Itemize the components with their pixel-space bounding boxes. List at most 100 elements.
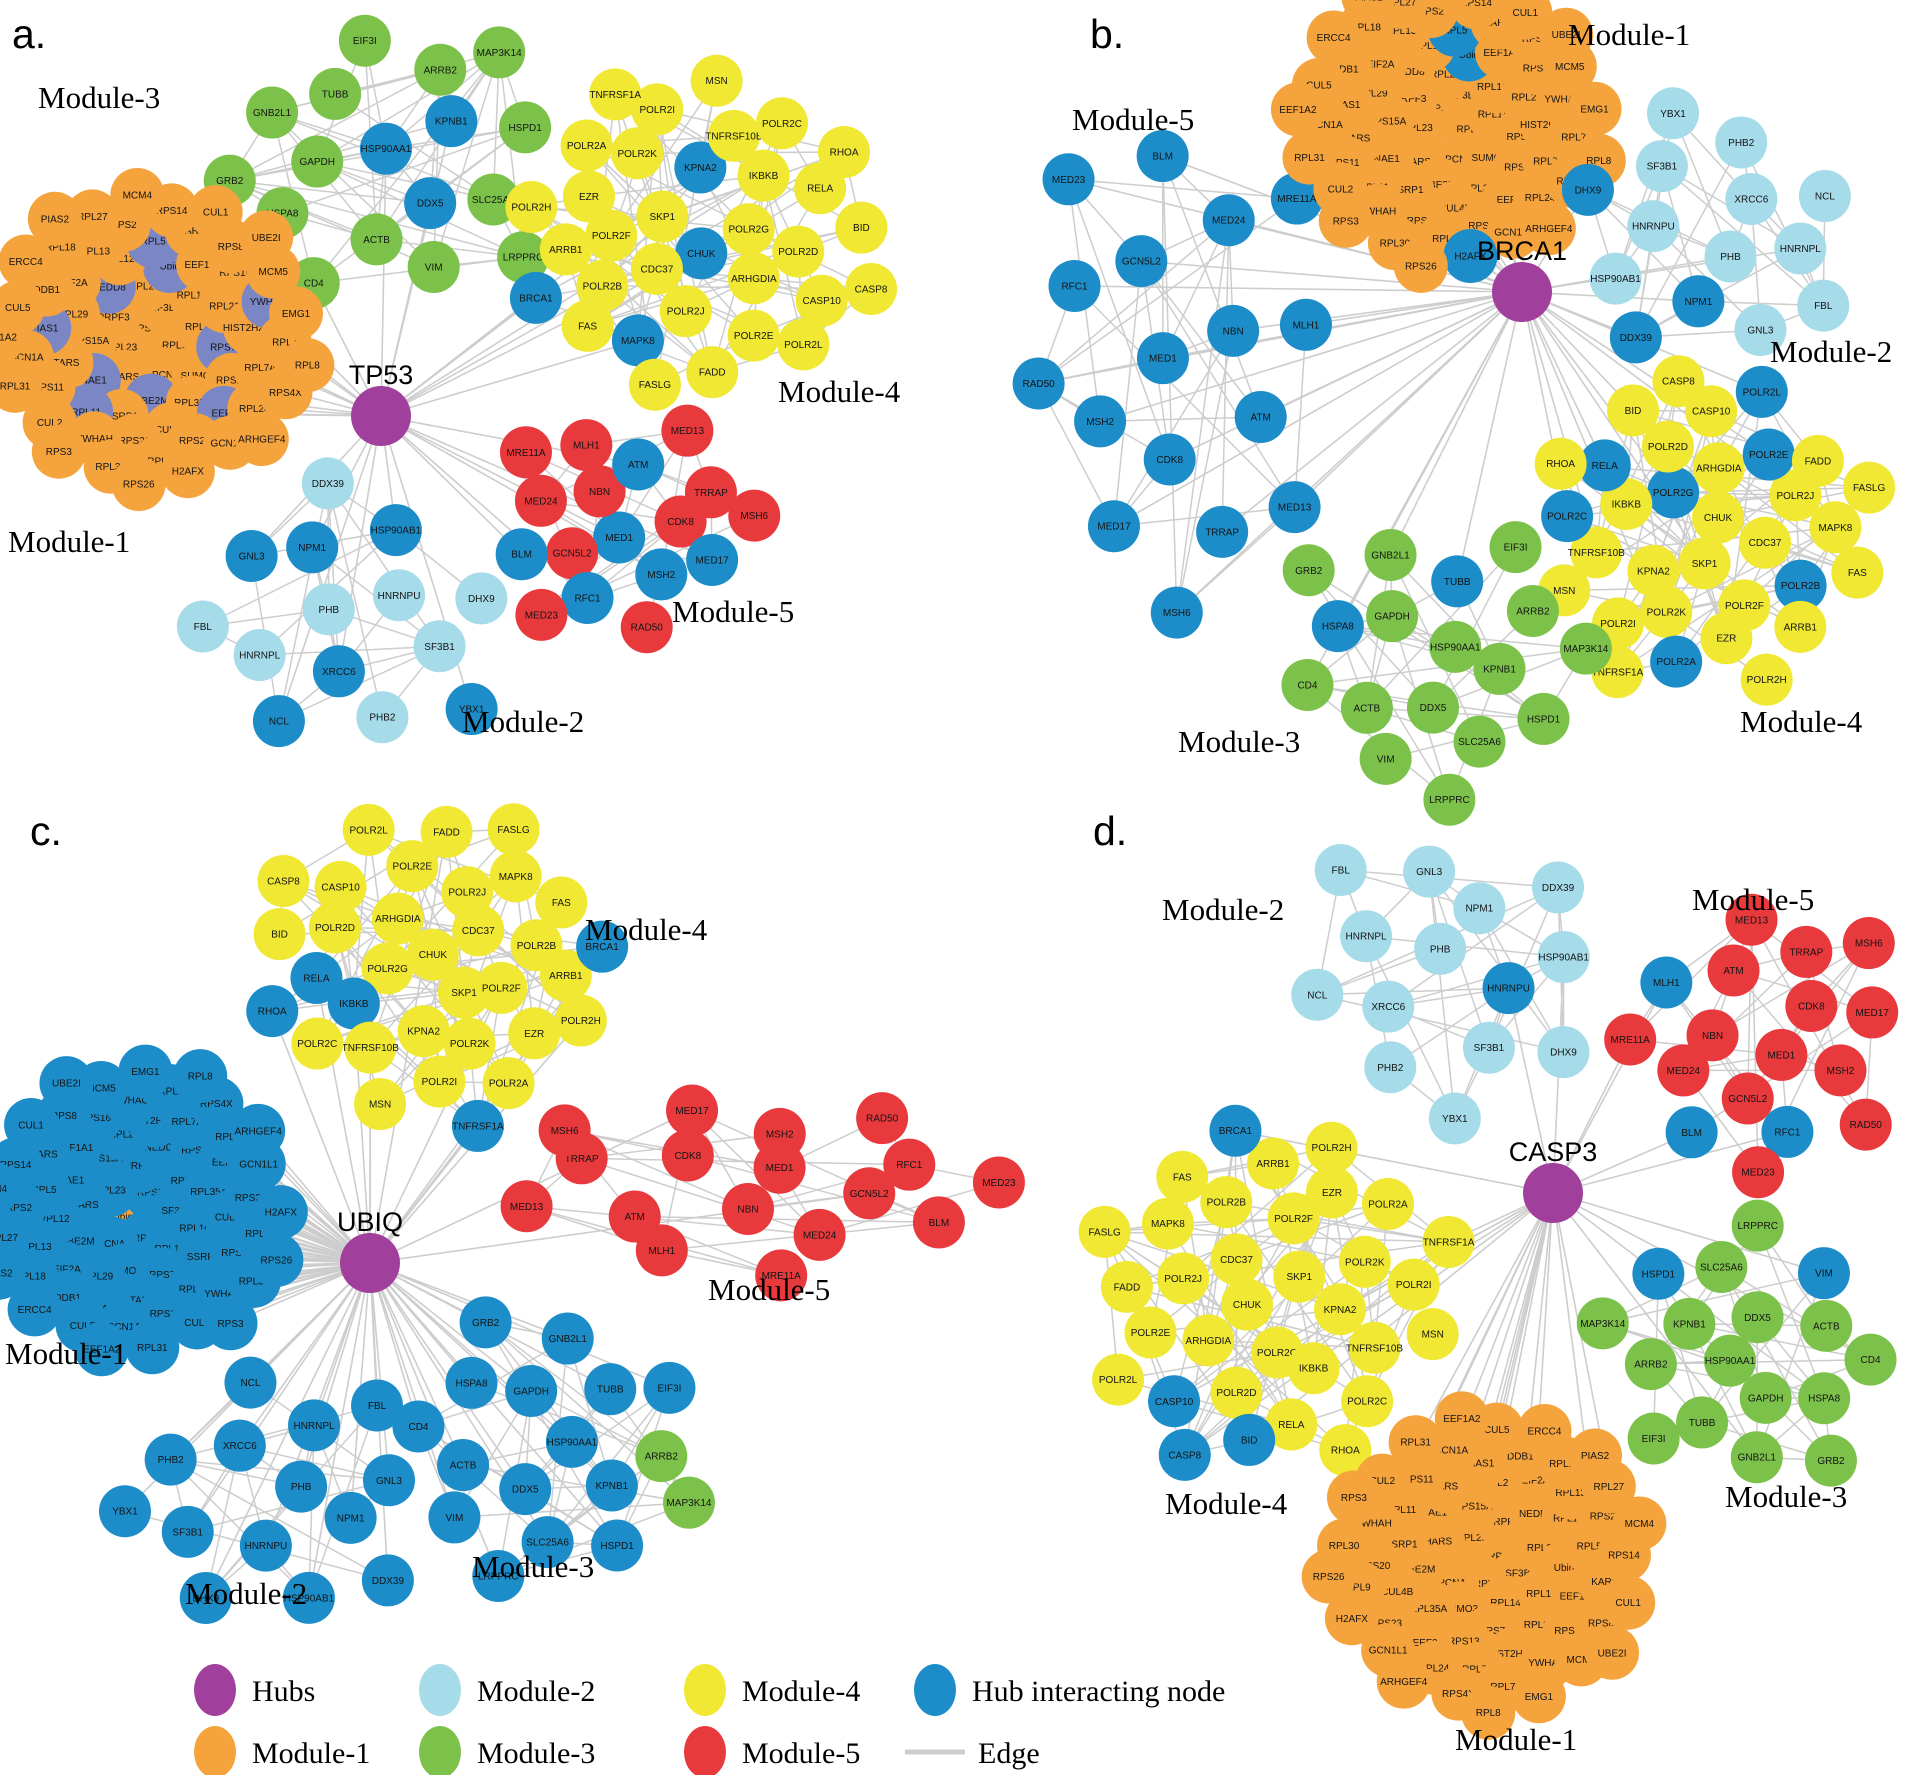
node-FADD[interactable] xyxy=(686,346,739,399)
node-PHB2[interactable] xyxy=(356,691,409,744)
node-SKP1[interactable] xyxy=(1273,1250,1326,1303)
node-POLR2L[interactable] xyxy=(777,318,830,371)
node-TRRAP[interactable] xyxy=(1196,505,1249,558)
node-HSP90AB1[interactable] xyxy=(282,1571,335,1624)
node-HSP90AA1[interactable] xyxy=(1703,1334,1756,1387)
node-SLC25A6[interactable] xyxy=(1453,715,1506,768)
node-RFC1[interactable] xyxy=(1761,1105,1814,1158)
node-HSPD1[interactable] xyxy=(1632,1247,1685,1300)
node-MED24[interactable] xyxy=(793,1208,846,1261)
node-ARHGEF4[interactable] xyxy=(1521,201,1576,256)
node-RFC1[interactable] xyxy=(1048,260,1101,313)
node-NBN[interactable] xyxy=(1207,304,1260,357)
node-POLR2B[interactable] xyxy=(1774,559,1827,612)
node-GNL3[interactable] xyxy=(1403,845,1456,898)
node-NCL[interactable] xyxy=(224,1356,277,1409)
node-MED24[interactable] xyxy=(514,474,567,527)
node-DDX39[interactable] xyxy=(1609,311,1662,364)
node-POLR2G[interactable] xyxy=(1647,466,1700,519)
node-RHOA[interactable] xyxy=(818,126,871,179)
node-LRPPRC[interactable] xyxy=(1731,1199,1784,1252)
node-RPL31[interactable] xyxy=(0,358,43,413)
node-FADD[interactable] xyxy=(1791,434,1844,487)
node-ARHGDIA[interactable] xyxy=(371,892,424,945)
node-POLR2B[interactable] xyxy=(576,259,629,312)
node-EZR[interactable] xyxy=(1305,1166,1358,1219)
node-SF3B1[interactable] xyxy=(161,1505,214,1558)
node-MAPK8[interactable] xyxy=(1809,501,1862,554)
node-FBL[interactable] xyxy=(351,1379,404,1432)
node-HSP90AA1[interactable] xyxy=(359,122,412,175)
node-POLR2K[interactable] xyxy=(1338,1235,1391,1288)
node-EIF3I[interactable] xyxy=(1627,1412,1680,1465)
node-CDK8[interactable] xyxy=(1143,433,1196,486)
node-RELA[interactable] xyxy=(290,951,343,1004)
node-RAD50[interactable] xyxy=(1839,1098,1892,1151)
node-KPNB1[interactable] xyxy=(425,95,478,148)
node-BID[interactable] xyxy=(1223,1413,1276,1466)
node-RAD50[interactable] xyxy=(856,1092,909,1145)
node-GNL3[interactable] xyxy=(1734,303,1787,356)
node-EIF3I[interactable] xyxy=(1489,521,1542,574)
node-DHX9[interactable] xyxy=(1561,163,1614,216)
node-POLR2K[interactable] xyxy=(1640,585,1693,638)
node-RHOA[interactable] xyxy=(1319,1424,1372,1477)
node-LRPPRC[interactable] xyxy=(472,1549,525,1602)
node-MRE11A[interactable] xyxy=(1604,1013,1657,1066)
node-POLR2L[interactable] xyxy=(1092,1353,1145,1406)
node-POLR2G[interactable] xyxy=(722,203,775,256)
node-ERCC4[interactable] xyxy=(1306,10,1361,65)
node-SF3B1[interactable] xyxy=(413,620,466,673)
node-YBX1[interactable] xyxy=(1647,87,1700,140)
node-FADD[interactable] xyxy=(420,805,473,858)
node-HNRNPU[interactable] xyxy=(239,1519,292,1572)
node-ARRB2[interactable] xyxy=(414,43,467,96)
node-FASLG[interactable] xyxy=(1843,461,1896,514)
node-MSN[interactable] xyxy=(354,1078,407,1131)
node-ATM[interactable] xyxy=(1707,944,1760,997)
node-XRCC6[interactable] xyxy=(1362,980,1415,1033)
node-BID[interactable] xyxy=(253,908,306,961)
node-RPS3[interactable] xyxy=(203,1296,258,1351)
node-POLR2F[interactable] xyxy=(585,209,638,262)
node-TNFRSF10B[interactable] xyxy=(344,1021,397,1074)
node-MSH6[interactable] xyxy=(1842,917,1895,970)
node-POLR2J[interactable] xyxy=(441,866,494,919)
node-CD4[interactable] xyxy=(392,1400,445,1453)
node-DDX5[interactable] xyxy=(1731,1291,1784,1344)
node-KPNB1[interactable] xyxy=(1473,642,1526,695)
node-CUL1[interactable] xyxy=(4,1098,59,1153)
node-NPM1[interactable] xyxy=(286,521,339,574)
node-POLR2I[interactable] xyxy=(1387,1258,1440,1311)
node-MED17[interactable] xyxy=(666,1084,719,1137)
node-MED13[interactable] xyxy=(1268,481,1321,534)
node-CASP8[interactable] xyxy=(1158,1428,1211,1481)
node-RPL31[interactable] xyxy=(1282,130,1337,185)
node-BLM[interactable] xyxy=(1136,130,1189,183)
node-POLR2C[interactable] xyxy=(1341,1375,1394,1428)
node-POLR2K[interactable] xyxy=(443,1017,496,1070)
node-SKP1[interactable] xyxy=(1678,537,1731,590)
node-HNRNPU[interactable] xyxy=(1482,962,1535,1015)
node-RPS26[interactable] xyxy=(1301,1549,1356,1604)
node-YBX1[interactable] xyxy=(98,1485,151,1538)
node-CASP10[interactable] xyxy=(1685,385,1738,438)
node-POLR2H[interactable] xyxy=(1305,1121,1358,1174)
node-RPL8[interactable] xyxy=(173,1049,228,1104)
node-PIAS2[interactable] xyxy=(1568,1428,1623,1483)
node-SLC25A6[interactable] xyxy=(1695,1241,1748,1294)
node-POLR2E[interactable] xyxy=(386,840,439,893)
node-RPL31[interactable] xyxy=(1388,1415,1443,1470)
node-TUBB[interactable] xyxy=(309,67,362,120)
node-MSH2[interactable] xyxy=(1814,1044,1867,1097)
node-KPNA2[interactable] xyxy=(397,1005,450,1058)
node-RPS26[interactable] xyxy=(111,457,166,512)
node-BRCA1[interactable] xyxy=(1209,1104,1262,1157)
node-CASP10[interactable] xyxy=(795,274,848,327)
node-MED23[interactable] xyxy=(515,588,568,641)
node-MCM4[interactable] xyxy=(1612,1496,1667,1551)
node-HSPA8[interactable] xyxy=(445,1356,498,1409)
node-CHUK[interactable] xyxy=(675,227,728,280)
node-GAPDH[interactable] xyxy=(1366,590,1419,643)
node-XRCC6[interactable] xyxy=(312,645,365,698)
